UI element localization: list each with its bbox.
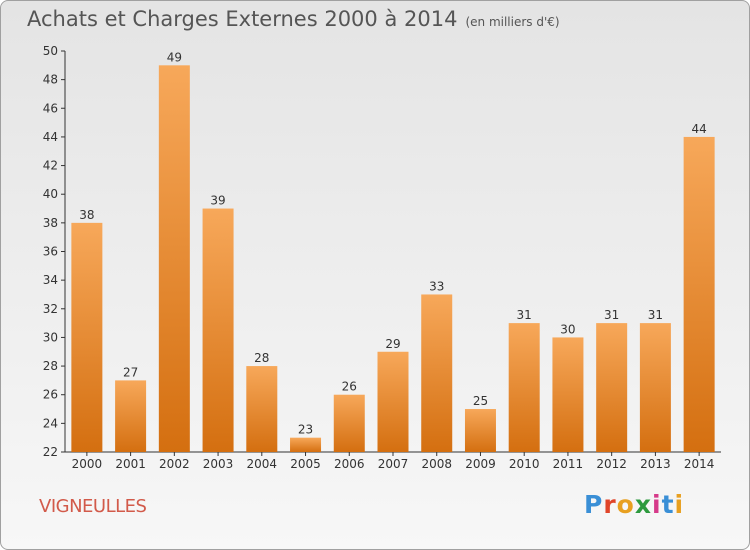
proxiti-logo: Proxiti xyxy=(584,490,684,519)
x-tick-label: 2000 xyxy=(72,457,103,471)
location-label: VIGNEULLES xyxy=(39,496,147,517)
x-tick-label: 2009 xyxy=(465,457,496,471)
bar-2002 xyxy=(158,65,190,453)
bar-2013 xyxy=(639,323,671,452)
bar-2006 xyxy=(333,394,365,452)
y-tick-label: 28 xyxy=(43,359,58,373)
unit-label: (en milliers d'€) xyxy=(465,15,560,29)
bar-2000 xyxy=(71,222,103,452)
x-tick-label: 2012 xyxy=(596,457,627,471)
y-tick-label: 30 xyxy=(43,330,58,344)
chart-title: Achats et Charges Externes 2000 à 2014 (e… xyxy=(27,7,560,31)
bar-2004 xyxy=(246,366,278,452)
data-label-2014: 44 xyxy=(691,122,706,136)
logo-letter: x xyxy=(634,490,652,519)
y-tick-label: 24 xyxy=(43,416,58,430)
y-tick-label: 32 xyxy=(43,302,58,316)
y-tick-label: 50 xyxy=(43,44,58,58)
data-label-2012: 31 xyxy=(604,308,619,322)
bar-2010 xyxy=(508,323,540,452)
x-tick-label: 2007 xyxy=(378,457,409,471)
data-label-2008: 33 xyxy=(429,279,444,293)
data-label-2002: 49 xyxy=(167,50,182,64)
data-label-2005: 23 xyxy=(298,423,313,437)
x-tick-label: 2001 xyxy=(115,457,146,471)
y-tick-label: 26 xyxy=(43,388,58,402)
bar-2003 xyxy=(202,208,234,452)
bar-2014 xyxy=(683,136,715,452)
data-label-2010: 31 xyxy=(517,308,532,322)
x-tick-label: 2006 xyxy=(334,457,365,471)
x-tick-label: 2004 xyxy=(247,457,278,471)
x-tick-label: 2013 xyxy=(640,457,671,471)
x-tick-label: 2002 xyxy=(159,457,190,471)
x-tick-label: 2010 xyxy=(509,457,540,471)
y-tick-label: 36 xyxy=(43,245,58,259)
logo-letter: r xyxy=(603,490,617,519)
y-tick-label: 34 xyxy=(43,273,58,287)
y-tick-label: 22 xyxy=(43,445,58,459)
x-tick-label: 2014 xyxy=(684,457,715,471)
data-label-2007: 29 xyxy=(385,337,400,351)
y-tick-label: 38 xyxy=(43,216,58,230)
bar-2007 xyxy=(377,351,409,452)
x-tick-label: 2003 xyxy=(203,457,234,471)
data-label-2013: 31 xyxy=(648,308,663,322)
data-label-2009: 25 xyxy=(473,394,488,408)
logo-letter: i xyxy=(652,490,662,519)
logo-letter: P xyxy=(584,490,604,519)
bar-2012 xyxy=(596,323,628,452)
data-label-2003: 39 xyxy=(210,194,225,208)
data-label-2001: 27 xyxy=(123,365,138,379)
logo-letter: t xyxy=(661,490,675,519)
bar-2001 xyxy=(115,380,147,452)
logo-letter: i xyxy=(674,490,685,519)
data-label-2011: 30 xyxy=(560,322,575,336)
data-label-2000: 38 xyxy=(79,208,94,222)
bar-2009 xyxy=(464,409,496,452)
y-tick-label: 48 xyxy=(43,73,58,87)
bar-2011 xyxy=(552,337,584,452)
y-tick-label: 40 xyxy=(43,187,58,201)
data-label-2006: 26 xyxy=(342,380,357,394)
x-tick-label: 2008 xyxy=(421,457,452,471)
y-tick-label: 46 xyxy=(43,101,58,115)
logo-letter: o xyxy=(616,490,635,519)
bar-2005 xyxy=(290,437,322,452)
y-tick-label: 44 xyxy=(43,130,58,144)
bar-2008 xyxy=(421,294,453,452)
y-tick-label: 42 xyxy=(43,159,58,173)
x-tick-label: 2005 xyxy=(290,457,321,471)
title-text: Achats et Charges Externes 2000 à 2014 xyxy=(27,7,458,31)
data-label-2004: 28 xyxy=(254,351,269,365)
x-tick-label: 2011 xyxy=(553,457,584,471)
